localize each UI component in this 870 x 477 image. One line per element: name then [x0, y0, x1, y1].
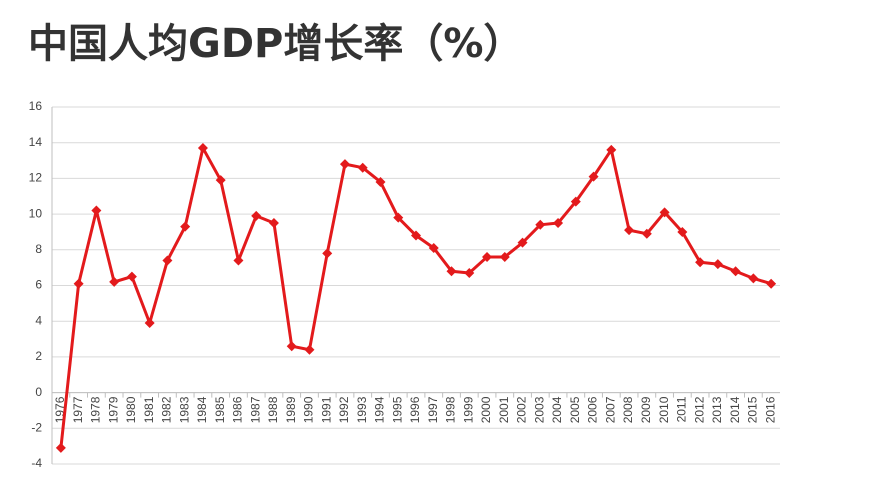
- x-tick-label: 1982: [160, 396, 174, 423]
- x-tick-label: 1994: [373, 396, 387, 423]
- data-point: [748, 273, 759, 284]
- x-tick-label: 2012: [692, 396, 706, 423]
- x-tick-label: 1992: [337, 396, 351, 423]
- data-point: [73, 278, 84, 289]
- data-point: [428, 243, 439, 254]
- y-tick-label: 8: [35, 242, 42, 256]
- data-point: [304, 344, 315, 355]
- data-point: [695, 257, 706, 268]
- data-point: [499, 251, 510, 262]
- data-point: [251, 210, 262, 221]
- data-point: [624, 225, 635, 236]
- data-point: [91, 205, 102, 216]
- x-tick-label: 1997: [426, 396, 440, 423]
- y-tick-label: 0: [35, 385, 42, 399]
- x-tick-label: 1977: [71, 396, 85, 423]
- x-tick-label: 1993: [355, 396, 369, 423]
- y-tick-label: -2: [31, 420, 42, 434]
- x-tick-label: 2016: [763, 396, 777, 423]
- x-tick-label: 1999: [461, 396, 475, 423]
- x-tick-label: 2002: [515, 396, 529, 423]
- x-tick-label: 1998: [444, 396, 458, 423]
- y-tick-label: 16: [29, 99, 43, 113]
- x-tick-label: 2009: [639, 396, 653, 423]
- y-tick-label: -4: [31, 456, 42, 470]
- data-point: [180, 221, 191, 232]
- data-point: [144, 317, 155, 328]
- x-tick-label: 2010: [657, 396, 671, 423]
- data-point: [233, 255, 244, 266]
- data-point: [126, 271, 137, 282]
- data-point: [215, 175, 226, 186]
- x-tick-label: 1995: [390, 396, 404, 423]
- data-point: [286, 341, 297, 352]
- y-tick-label: 6: [35, 278, 42, 292]
- x-tick-label: 1981: [142, 396, 156, 423]
- data-point: [517, 237, 528, 248]
- y-tick-label: 14: [29, 135, 43, 149]
- x-tick-label: 1980: [124, 396, 138, 423]
- data-point: [570, 196, 581, 207]
- data-point: [535, 219, 546, 230]
- data-point: [730, 266, 741, 277]
- x-tick-label: 2001: [497, 396, 511, 423]
- data-point: [357, 162, 368, 173]
- x-tick-label: 2013: [710, 396, 724, 423]
- data-point: [712, 259, 723, 270]
- data-point: [659, 207, 670, 218]
- chart-title: 中国人均GDP增长率（%）: [28, 21, 523, 67]
- data-point: [482, 251, 493, 262]
- data-point: [393, 212, 404, 223]
- x-tick-label: 2005: [568, 396, 582, 423]
- x-tick-label: 1988: [266, 396, 280, 423]
- x-tick-label: 2007: [603, 396, 617, 423]
- data-point: [588, 171, 599, 182]
- y-tick-label: 2: [35, 349, 42, 363]
- data-point: [677, 226, 688, 237]
- data-point: [268, 218, 279, 229]
- data-point: [197, 143, 208, 154]
- data-point: [641, 228, 652, 239]
- data-point: [464, 268, 475, 279]
- data-point: [55, 442, 66, 453]
- x-tick-label: 1985: [213, 396, 227, 423]
- data-point: [411, 230, 421, 241]
- data-point: [162, 255, 173, 266]
- x-tick-label: 2003: [532, 396, 546, 423]
- x-tick-label: 1987: [248, 396, 262, 423]
- x-tick-label: 1990: [302, 396, 316, 423]
- y-tick-label: 12: [29, 171, 43, 185]
- x-tick-label: 2015: [746, 396, 760, 423]
- x-tick-label: 1983: [177, 396, 191, 423]
- x-tick-label: 1984: [195, 396, 209, 423]
- x-tick-label: 2006: [586, 396, 600, 423]
- x-tick-label: 1996: [408, 396, 422, 423]
- data-point: [553, 218, 564, 229]
- data-point: [322, 248, 333, 259]
- x-tick-label: 2004: [550, 396, 564, 423]
- y-tick-label: 10: [29, 206, 43, 220]
- x-tick-label: 1991: [319, 396, 333, 423]
- x-tick-label: 2000: [479, 396, 493, 423]
- data-point: [766, 278, 777, 289]
- x-tick-label: 1979: [106, 396, 120, 423]
- x-tick-label: 1978: [89, 396, 103, 423]
- x-tick-label: 2014: [728, 396, 742, 423]
- x-tick-label: 2008: [621, 396, 635, 423]
- x-tick-label: 1989: [284, 396, 298, 423]
- data-point: [606, 144, 617, 155]
- x-tick-label: 2011: [675, 396, 689, 422]
- data-point: [109, 276, 120, 287]
- x-tick-label: 1986: [231, 396, 245, 423]
- data-point: [339, 159, 350, 170]
- y-tick-label: 4: [35, 313, 42, 327]
- data-point: [446, 266, 457, 277]
- data-point: [375, 176, 386, 187]
